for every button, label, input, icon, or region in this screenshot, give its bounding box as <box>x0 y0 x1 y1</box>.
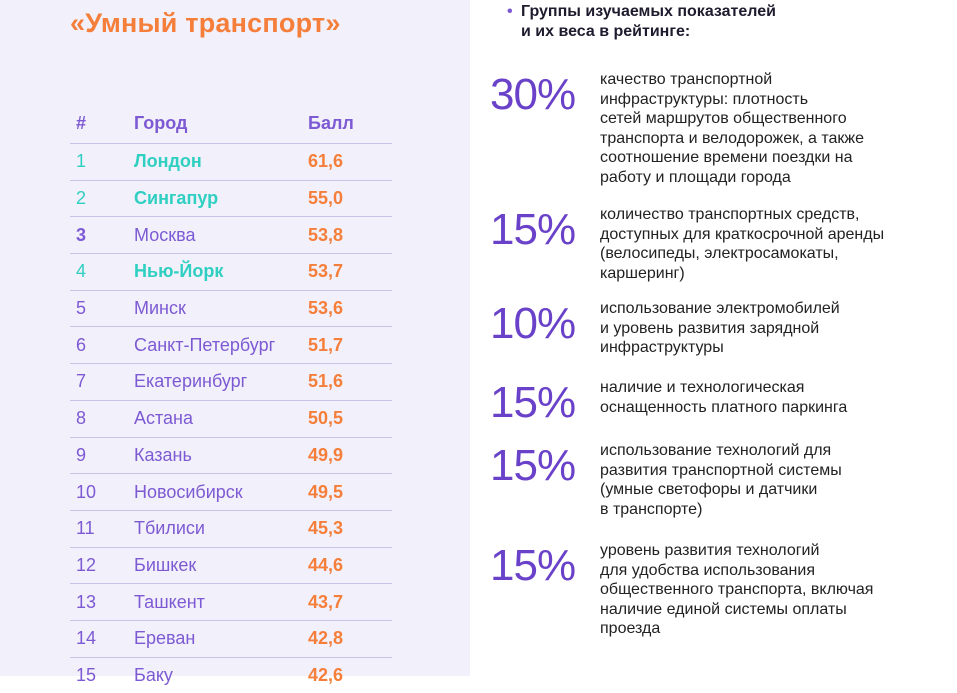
row-rank: 11 <box>76 518 95 539</box>
indicator-weight: 15% <box>490 378 576 427</box>
row-city: Минск <box>134 298 186 319</box>
table-row: 6 Санкт-Петербург 51,7 <box>70 326 392 363</box>
indicator-description: качество транспортной инфраструктуры: пл… <box>600 71 865 186</box>
row-city: Бишкек <box>134 554 197 575</box>
row-rank: 9 <box>76 444 87 465</box>
indicator-description: уровень развития технологий для удобства… <box>600 542 874 637</box>
indicator-weight: 15% <box>490 205 576 254</box>
row-city: Баку <box>134 664 173 685</box>
row-rank: 15 <box>76 664 97 685</box>
row-score: 49,5 <box>308 481 344 502</box>
row-score: 51,7 <box>308 334 344 355</box>
table-row: 10 Новосибирск 49,5 <box>70 473 392 510</box>
row-city: Сингапур <box>134 188 219 209</box>
table-row: 11 Тбилиси 45,3 <box>70 509 392 547</box>
table-row: 15 Баку 42,6 <box>70 656 392 693</box>
row-city: Казань <box>134 444 192 465</box>
row-score: 55,0 <box>308 188 344 209</box>
indicator-weight: 10% <box>490 299 576 348</box>
row-city: Санкт-Петербург <box>134 334 276 355</box>
indicator-description: наличие и технологическая оснащенность п… <box>600 379 848 416</box>
row-rank: 5 <box>76 298 87 319</box>
row-score: 42,6 <box>308 664 344 685</box>
row-city: Тбилиси <box>134 518 205 539</box>
row-city: Ташкент <box>134 591 205 612</box>
row-city: Новосибирск <box>134 481 243 502</box>
row-rank: 14 <box>76 628 97 649</box>
page-title: «Умный транспорт» <box>70 8 341 38</box>
table-row: 9 Казань 49,9 <box>70 436 392 474</box>
row-rank: 4 <box>76 261 87 282</box>
row-score: 53,7 <box>308 261 344 282</box>
indicators-heading-text: Группы изучаемых показателей и их веса в… <box>521 3 776 40</box>
indicator-description: количество транспортных средств, доступн… <box>600 206 885 282</box>
table-row: 3 Москва 53,8 <box>70 216 392 253</box>
header-city: Город <box>134 112 188 133</box>
table-row: 13 Ташкент 43,7 <box>70 583 392 620</box>
table-row: 4 Нью-Йорк 53,7 <box>70 253 392 290</box>
ranking-table: # Город Балл 1 Лондон 61,6 2 Сингапур 55… <box>70 103 392 693</box>
row-city: Лондон <box>134 151 202 172</box>
row-rank: 10 <box>76 481 97 502</box>
row-rank: 8 <box>76 408 87 429</box>
row-score: 61,6 <box>308 151 344 172</box>
indicator-description: использование технологий для развития тр… <box>600 442 842 518</box>
indicator-weight: 30% <box>490 70 576 119</box>
indicators-heading: • Группы изучаемых показателей и их веса… <box>507 2 776 42</box>
table-row: 12 Бишкек 44,6 <box>70 546 392 584</box>
row-score: 51,6 <box>308 371 344 392</box>
row-rank: 12 <box>76 554 97 575</box>
row-rank: 3 <box>76 224 87 245</box>
table-row: 1 Лондон 61,6 <box>70 143 392 180</box>
row-rank: 7 <box>76 371 87 392</box>
row-score: 53,8 <box>308 224 344 245</box>
row-score: 50,5 <box>308 408 344 429</box>
row-city: Ереван <box>134 628 196 649</box>
row-rank: 1 <box>76 151 87 172</box>
indicator-description: использование электромобилей и уровень р… <box>600 300 840 356</box>
bullet-dot-icon: • <box>507 3 513 20</box>
row-score: 44,6 <box>308 554 344 575</box>
row-score: 45,3 <box>308 518 344 539</box>
indicator-weight: 15% <box>490 541 576 590</box>
indicator-weight: 15% <box>490 441 576 490</box>
row-score: 43,7 <box>308 591 344 612</box>
row-city: Москва <box>134 224 196 245</box>
header-rank: # <box>76 112 87 133</box>
table-row: 5 Минск 53,6 <box>70 289 392 327</box>
table-row: 14 Ереван 42,8 <box>70 619 392 657</box>
row-city: Астана <box>134 408 194 429</box>
row-score: 53,6 <box>308 298 344 319</box>
table-row: 7 Екатеринбург 51,6 <box>70 363 392 400</box>
table-row: 8 Астана 50,5 <box>70 399 392 437</box>
row-city: Екатеринбург <box>134 371 248 392</box>
table-header: # Город Балл <box>70 103 392 143</box>
row-score: 49,9 <box>308 444 344 465</box>
row-rank: 6 <box>76 334 87 355</box>
row-city: Нью-Йорк <box>134 261 224 282</box>
table-row: 2 Сингапур 55,0 <box>70 179 392 217</box>
row-rank: 2 <box>76 188 87 209</box>
header-score: Балл <box>308 112 354 133</box>
ranking-panel: «Умный транспорт» # Город Балл 1 Лондон … <box>0 0 470 685</box>
row-score: 42,8 <box>308 628 344 649</box>
row-rank: 13 <box>76 591 97 612</box>
